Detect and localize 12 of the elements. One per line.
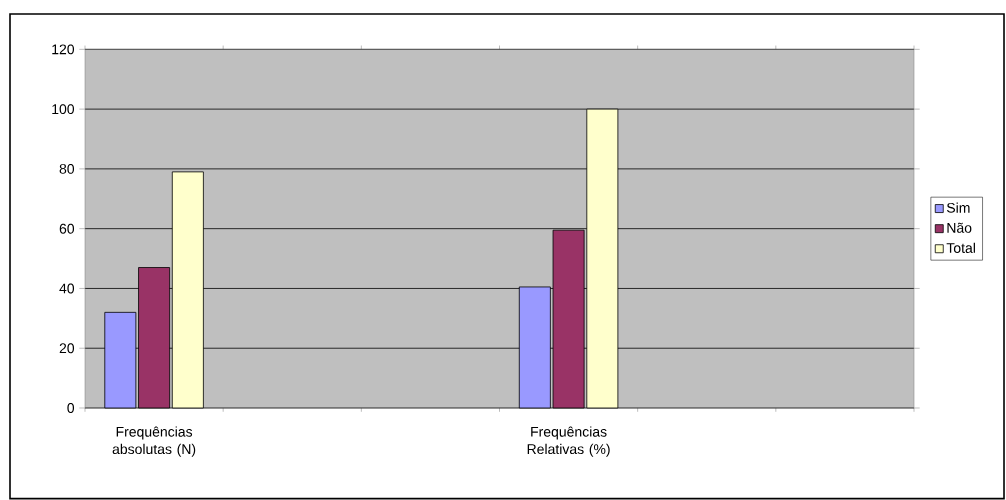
y-tick-label: 0 xyxy=(67,403,75,413)
legend-label: Total xyxy=(946,242,975,253)
y-tick-label: 20 xyxy=(59,343,75,354)
legend-label: Não xyxy=(947,222,972,233)
x-tick-label: Frequências Relativas (%) xyxy=(527,426,610,457)
x-tick-label: Frequências absolutas (N) xyxy=(112,426,196,457)
legend-label: Sim xyxy=(946,202,970,213)
y-tick-label: 100 xyxy=(52,104,75,115)
y-tick-label: 60 xyxy=(59,223,75,234)
y-tick-label: 40 xyxy=(59,283,75,294)
y-tick-label: 120 xyxy=(52,44,75,55)
y-tick-label: 80 xyxy=(59,163,75,174)
